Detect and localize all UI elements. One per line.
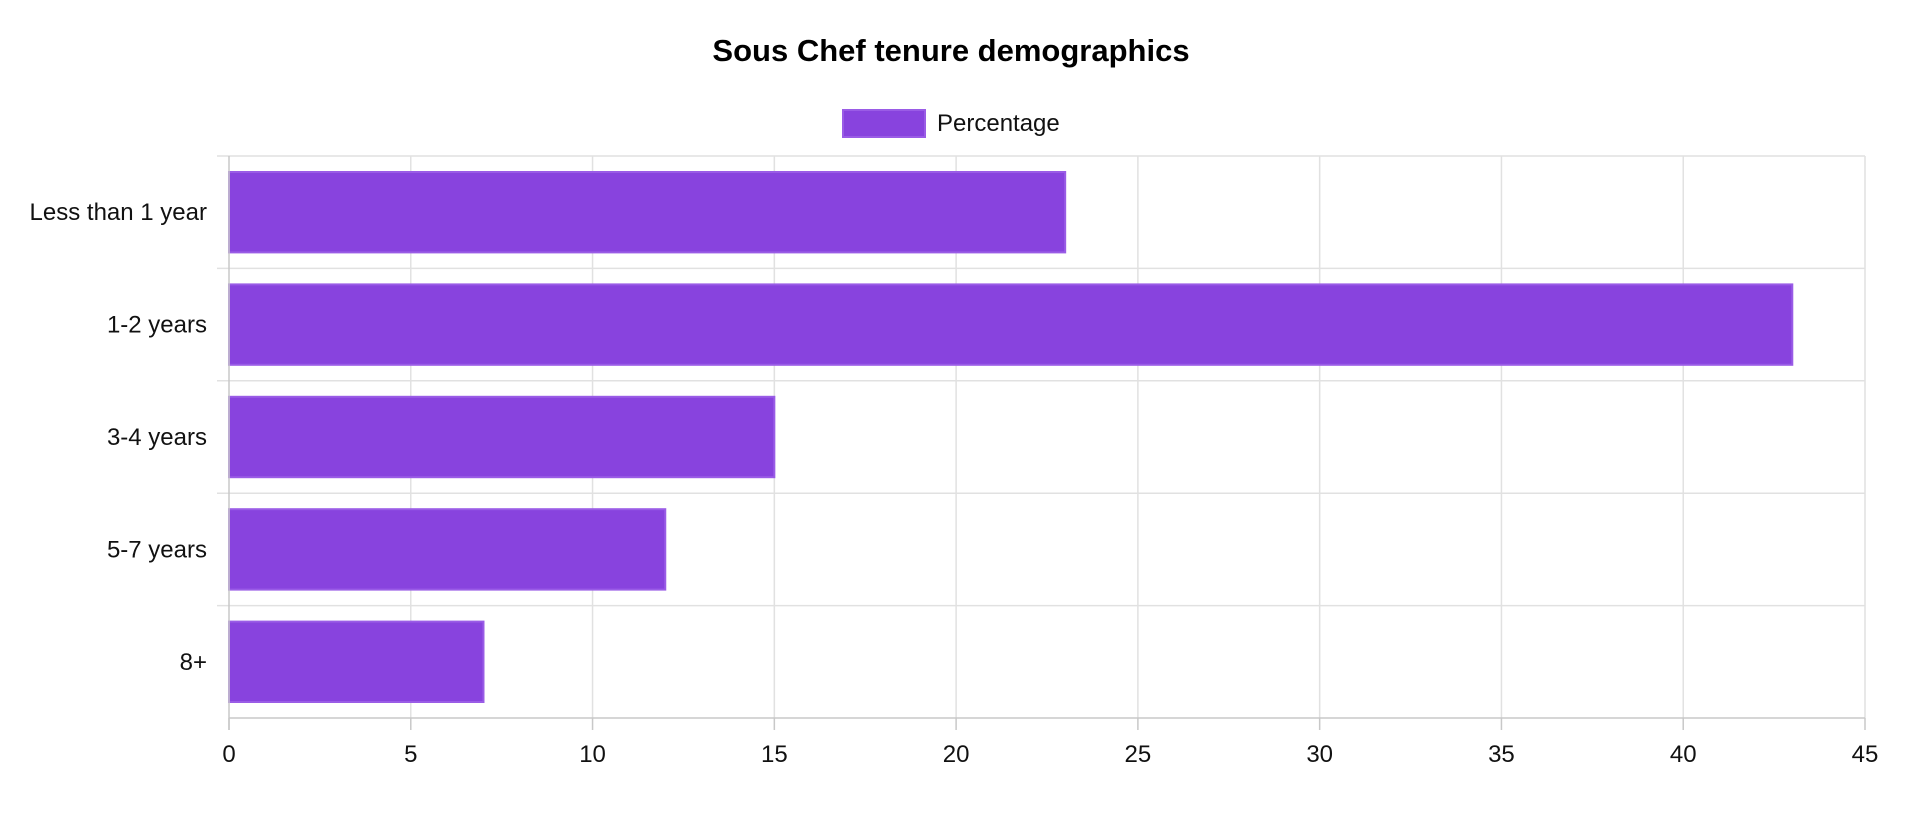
x-tick-label: 45 [1852,741,1879,768]
x-tick-label: 35 [1488,741,1515,768]
y-tick-label: 1-2 years [107,312,207,339]
x-tick-label: 25 [1125,741,1152,768]
legend-label: Percentage [937,110,1060,137]
y-tick-label: Less than 1 year [30,199,207,226]
bar[interactable] [228,283,1794,366]
y-tick-label: 8+ [180,649,207,676]
bar[interactable] [228,395,776,479]
bar[interactable] [228,620,485,703]
x-tick-label: 0 [222,741,235,768]
grid [217,155,1866,718]
bars [228,171,1794,703]
x-tick-label: 30 [1306,741,1333,768]
x-tick-label: 10 [579,741,606,768]
legend-swatch [842,109,926,138]
y-axis-tick-labels: Less than 1 year 1-2 years 3-4 years 5-7 ye… [30,199,207,676]
axes [228,156,1866,730]
x-tick-label: 5 [404,741,417,768]
x-tick-label: 20 [943,741,970,768]
chart-title: Sous Chef tenure demographics [712,33,1189,68]
x-tick-label: 40 [1670,741,1697,768]
x-tick-label: 15 [761,741,788,768]
x-axis-tick-labels: 0 5 10 15 20 25 30 35 40 45 [222,741,1878,768]
y-tick-label: 5-7 years [107,536,207,563]
legend[interactable]: Percentage [842,109,1060,138]
bar[interactable] [228,508,667,591]
bar[interactable] [228,171,1067,254]
y-tick-label: 3-4 years [107,424,207,451]
